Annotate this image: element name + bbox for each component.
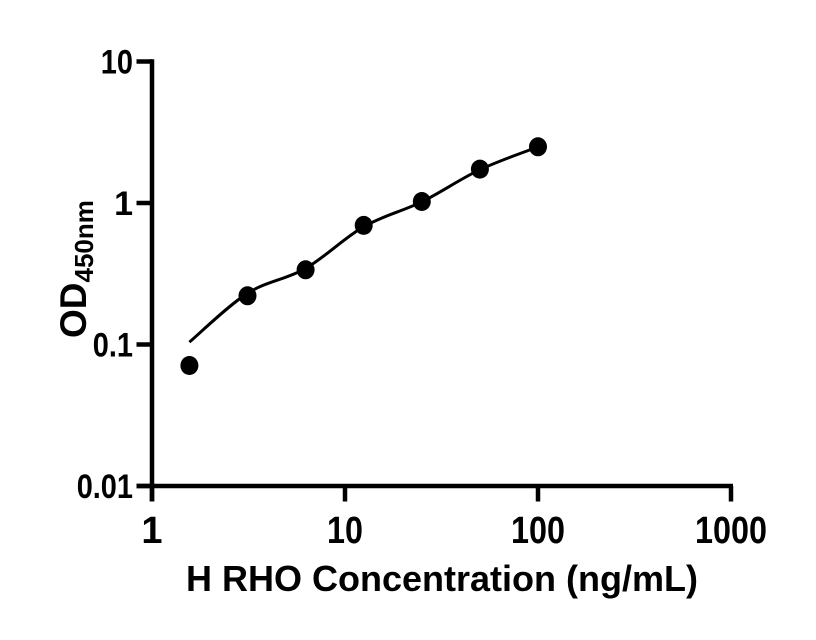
y-tick-label: 0.1 (93, 327, 133, 365)
data-point (470, 159, 489, 179)
x-tick-label: 100 (511, 510, 565, 552)
y-axis-title: OD450nm (53, 200, 99, 338)
x-axis-title: H RHO Concentration (ng/mL) (186, 558, 698, 599)
x-tick-label: 10 (327, 510, 363, 552)
y-tick-label: 1 (114, 185, 133, 223)
data-point (238, 286, 257, 306)
data-point (529, 137, 547, 157)
x-tick-label: 1 (141, 510, 162, 552)
data-point (354, 215, 373, 235)
data-point (296, 260, 315, 280)
x-tick-label: 1000 (695, 510, 767, 552)
y-tick-label: 10 (101, 44, 133, 82)
data-point (180, 356, 199, 375)
y-axis-title-subscript: 450nm (69, 200, 99, 282)
data-point (412, 192, 431, 211)
y-axis-title-main: OD (53, 283, 94, 339)
y-tick-label: 0.01 (77, 468, 133, 506)
